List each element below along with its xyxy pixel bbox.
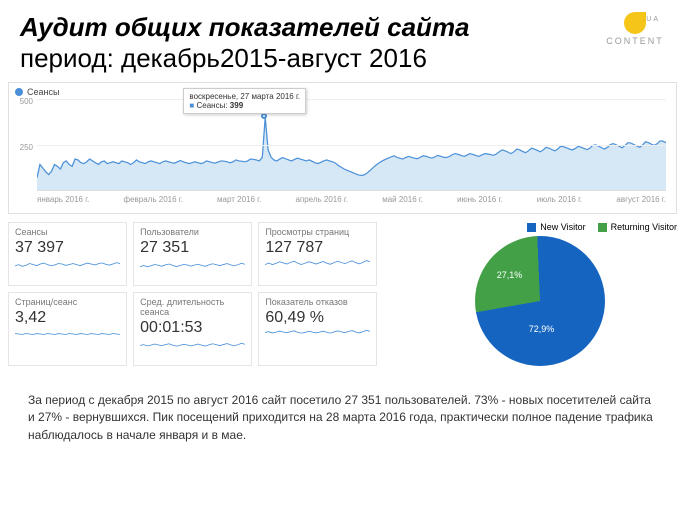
metric-label: Сред. длительность сеанса xyxy=(140,297,245,317)
pie-col: New Visitor Returning Visitor 27,1% 72,9% xyxy=(392,222,677,366)
legend-series-label: Сеансы xyxy=(27,87,59,97)
metric-label: Просмотры страниц xyxy=(265,227,370,237)
legend-dot xyxy=(15,88,23,96)
pie-slice-label-returning: 27,1% xyxy=(497,270,523,280)
metric-label: Показатель отказов xyxy=(265,297,370,307)
pie-legend-item: Returning Visitor xyxy=(598,222,677,232)
metric-card: Пользователи 27 351 xyxy=(133,222,252,286)
pie-wrap: 27,1% 72,9% xyxy=(402,236,677,366)
title-line2: период: декабрь2015-август 2016 xyxy=(20,43,605,74)
tooltip-value: 399 xyxy=(230,101,243,110)
pie-legend: New Visitor Returning Visitor xyxy=(402,222,677,232)
sparkline xyxy=(140,259,245,275)
main-chart: 500 250 воскресенье, 27 марта 2016 г. ■ … xyxy=(15,99,670,209)
metric-label: Пользователи xyxy=(140,227,245,237)
x-tick-label: март 2016 г. xyxy=(217,195,261,209)
metric-card: Сред. длительность сеанса 00:01:53 xyxy=(133,292,252,366)
chart-tooltip: воскресенье, 27 марта 2016 г. ■ Сеансы: … xyxy=(183,88,306,114)
tooltip-row: ■ Сеансы: 399 xyxy=(189,101,300,110)
legend-label: New Visitor xyxy=(540,222,585,232)
x-tick-label: июль 2016 г. xyxy=(537,195,583,209)
y-axis: 500 250 xyxy=(15,99,35,191)
pie-slice-label-new: 72,9% xyxy=(529,324,555,334)
tooltip-date: воскресенье, 27 марта 2016 г. xyxy=(189,92,300,101)
sparkline xyxy=(15,329,120,345)
y-tick-250: 250 xyxy=(20,143,33,152)
x-tick-label: май 2016 г. xyxy=(382,195,423,209)
metric-card: Просмотры страниц 127 787 xyxy=(258,222,377,286)
metrics-row: Сеансы 37 397 Пользователи 27 351 Просмотры … xyxy=(8,222,677,366)
y-tick-500: 500 xyxy=(20,97,33,106)
x-tick-label: январь 2016 г. xyxy=(37,195,89,209)
metric-label: Страниц/сеанс xyxy=(15,297,120,307)
metric-value: 00:01:53 xyxy=(140,319,245,337)
metrics-col: Сеансы 37 397 Пользователи 27 351 Просмотры … xyxy=(8,222,392,366)
metric-card: Показатель отказов 60,49 % xyxy=(258,292,377,366)
chart-plot-area: воскресенье, 27 марта 2016 г. ■ Сеансы: … xyxy=(37,99,666,191)
metric-label: Сеансы xyxy=(15,227,120,237)
description-text: За период с декабря 2015 по август 2016 … xyxy=(0,374,685,454)
sparkline xyxy=(265,259,370,275)
sparkline xyxy=(265,329,370,345)
header: Аудит общих показателей сайта период: де… xyxy=(0,0,685,82)
timeline-chart-container: Сеансы 500 250 воскресенье, 27 марта 201… xyxy=(8,82,677,214)
x-tick-label: апрель 2016 г. xyxy=(295,195,348,209)
chart-legend: Сеансы xyxy=(15,87,670,97)
brand-logo: .UA CONTENT xyxy=(605,12,665,46)
x-tick-label: февраль 2016 г. xyxy=(124,195,183,209)
legend-square xyxy=(598,223,607,232)
legend-label: Returning Visitor xyxy=(611,222,677,232)
x-tick-label: июнь 2016 г. xyxy=(457,195,502,209)
metric-card: Страниц/сеанс 3,42 xyxy=(8,292,127,366)
gridline xyxy=(37,145,666,146)
logo-ua: .UA xyxy=(642,16,660,23)
metric-value: 3,42 xyxy=(15,309,120,327)
header-text: Аудит общих показателей сайта период: де… xyxy=(20,12,605,74)
tooltip-label: Сеансы: xyxy=(196,101,227,110)
metric-value: 127 787 xyxy=(265,239,370,257)
metric-value: 37 397 xyxy=(15,239,120,257)
legend-square xyxy=(527,223,536,232)
metric-card: Сеансы 37 397 xyxy=(8,222,127,286)
metric-value: 27 351 xyxy=(140,239,245,257)
pie-legend-item: New Visitor xyxy=(527,222,585,232)
gridline xyxy=(37,99,666,100)
x-tick-label: август 2016 г. xyxy=(616,195,666,209)
metric-value: 60,49 % xyxy=(265,309,370,327)
title-line1: Аудит общих показателей сайта xyxy=(20,12,605,43)
sparkline xyxy=(15,259,120,275)
pie-chart: 27,1% 72,9% xyxy=(475,236,605,366)
logo-text: CONTENT xyxy=(605,36,665,46)
x-axis: январь 2016 г. февраль 2016 г. март 2016 г… xyxy=(37,195,666,209)
pacman-icon: .UA xyxy=(624,12,646,34)
sparkline xyxy=(140,339,245,355)
